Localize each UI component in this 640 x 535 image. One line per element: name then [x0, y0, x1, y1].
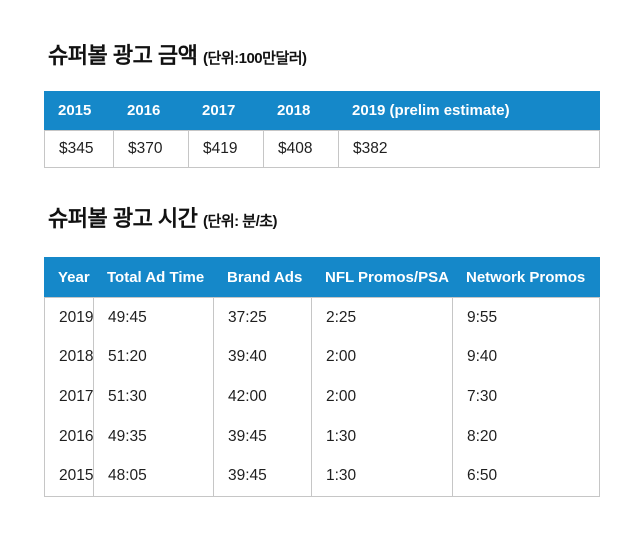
header-cell-year: Year	[58, 268, 90, 286]
table-row-2015: 2015 48:05 39:45 1:30 6:50	[45, 456, 599, 496]
data-cell-total-time: 51:30	[94, 377, 214, 417]
data-cell-total-time: 49:35	[94, 416, 214, 457]
data-cell-total-time: 51:20	[94, 337, 214, 378]
ad-cost-section: 슈퍼볼 광고 금액 (단위:100만달러) 2015 2016 2017 201…	[44, 42, 600, 168]
ad-time-title-unit: (단위: 분/초)	[203, 213, 278, 230]
ad-cost-title: 슈퍼볼 광고 금액 (단위:100만달러)	[48, 42, 600, 73]
header-cell-2019-prelim: 2019 (prelim estimate)	[352, 102, 510, 119]
data-cell-cost-2018: $408	[264, 131, 339, 167]
data-cell-cost-2015: $345	[45, 131, 114, 167]
data-cell-year: 2018	[45, 337, 94, 378]
table-row-2018: 2018 51:20 39:40 2:00 9:40	[45, 337, 599, 378]
data-cell-brand-ads: 39:45	[214, 456, 312, 496]
ad-cost-table: 2015 2016 2017 2018 2019 (prelim estimat…	[44, 91, 600, 168]
data-cell-brand-ads: 37:25	[214, 298, 312, 338]
header-cell-brand-ads: Brand Ads	[227, 268, 303, 286]
data-cell-brand-ads: 42:00	[214, 377, 312, 417]
data-cell-total-time: 48:05	[94, 456, 214, 496]
ad-time-title-text: 슈퍼볼 광고 시간	[48, 206, 198, 231]
header-cell-total-ad-time: Total Ad Time	[107, 268, 205, 286]
data-cell-year: 2017	[45, 377, 94, 417]
data-cell-total-time: 49:45	[94, 298, 214, 338]
ad-cost-table-body: $345 $370 $419 $408 $382	[44, 130, 600, 168]
data-cell-nfl-promos: 2:00	[312, 337, 453, 378]
header-cell-2016: 2016	[127, 102, 161, 119]
data-cell-cost-2019: $382	[353, 140, 388, 157]
data-cell-network-promos: 9:55	[467, 308, 498, 326]
data-cell-brand-ads: 39:45	[214, 416, 312, 457]
ad-cost-title-unit: (단위:100만달러)	[203, 50, 307, 67]
header-cell-nfl-promos: NFL Promos/PSA	[325, 268, 449, 286]
data-cell-network-promos: 6:50	[467, 467, 498, 485]
table-row-2016: 2016 49:35 39:45 1:30 8:20	[45, 416, 599, 457]
ad-time-table-header-row: Year Total Ad Time Brand Ads NFL Promos/…	[44, 257, 600, 297]
data-cell-year: 2019	[45, 298, 94, 338]
header-cell-2017: 2017	[202, 102, 236, 119]
data-cell-year: 2015	[45, 456, 94, 496]
data-cell-network-promos: 8:20	[467, 427, 498, 445]
header-cell-network-promos: Network Promos	[466, 268, 586, 286]
table-row-2019: 2019 49:45 37:25 2:25 9:55	[45, 298, 599, 338]
data-cell-year: 2016	[45, 416, 94, 457]
data-cell-nfl-promos: 2:25	[312, 298, 453, 338]
data-cell-cost-2016: $370	[114, 131, 189, 167]
data-cell-brand-ads: 39:40	[214, 337, 312, 378]
data-cell-nfl-promos: 1:30	[312, 416, 453, 457]
header-cell-2015: 2015	[58, 102, 92, 119]
data-cell-network-promos: 7:30	[467, 387, 498, 405]
data-cell-nfl-promos: 2:00	[312, 377, 453, 417]
header-cell-2018: 2018	[277, 102, 311, 119]
table-row-2017: 2017 51:30 42:00 2:00 7:30	[45, 377, 599, 417]
ad-time-table: Year Total Ad Time Brand Ads NFL Promos/…	[44, 257, 600, 497]
data-cell-network-promos: 9:40	[467, 348, 498, 366]
ad-cost-table-header-row: 2015 2016 2017 2018 2019 (prelim estimat…	[44, 91, 600, 130]
ad-time-section: 슈퍼볼 광고 시간 (단위: 분/초) Year Total Ad Time B…	[44, 205, 600, 497]
table-row: $345 $370 $419 $408 $382	[45, 131, 599, 167]
page: 슈퍼볼 광고 금액 (단위:100만달러) 2015 2016 2017 201…	[44, 42, 600, 497]
ad-time-table-body: 2019 49:45 37:25 2:25 9:55 2018 51:20 39…	[44, 297, 600, 497]
data-cell-nfl-promos: 1:30	[312, 456, 453, 496]
ad-time-title: 슈퍼볼 광고 시간 (단위: 분/초)	[48, 205, 600, 236]
ad-cost-title-text: 슈퍼볼 광고 금액	[48, 43, 198, 68]
data-cell-cost-2017: $419	[189, 131, 264, 167]
